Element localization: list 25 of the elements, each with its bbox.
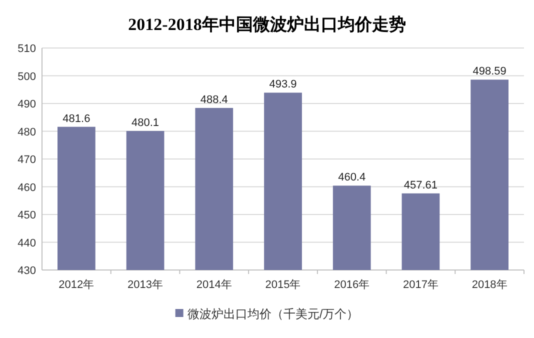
data-label: 460.4 — [338, 172, 366, 184]
y-tick-label: 510 — [18, 43, 36, 55]
data-label: 498.59 — [472, 66, 506, 78]
y-tick-label: 450 — [18, 210, 36, 222]
x-tick-label: 2017年 — [402, 279, 438, 291]
x-tick-label: 2018年 — [472, 279, 508, 291]
legend-label: 微波炉出口均价（千美元/万个） — [187, 307, 359, 321]
x-tick-label: 2015年 — [265, 279, 301, 291]
data-label: 488.4 — [200, 94, 228, 106]
y-tick-label: 480 — [18, 126, 36, 138]
data-label: 480.1 — [132, 116, 160, 129]
y-tick-label: 500 — [18, 70, 36, 83]
x-tick-label: 2014年 — [196, 279, 232, 291]
data-label: 457.61 — [404, 179, 438, 192]
x-tick-label: 2012年 — [58, 279, 94, 291]
data-label: 493.9 — [269, 78, 297, 91]
data-label: 481.6 — [62, 112, 90, 125]
y-tick-label: 430 — [18, 265, 36, 277]
y-tick-label: 460 — [18, 182, 36, 194]
x-tick-label: 2013年 — [128, 279, 164, 291]
y-tick-label: 440 — [18, 237, 36, 250]
x-tick-label: 2016年 — [334, 279, 370, 291]
chart-title: 2012-2018年中国微波炉出口均价走势 — [128, 15, 406, 34]
y-tick-label: 470 — [18, 154, 36, 166]
y-tick-label: 490 — [18, 98, 36, 110]
